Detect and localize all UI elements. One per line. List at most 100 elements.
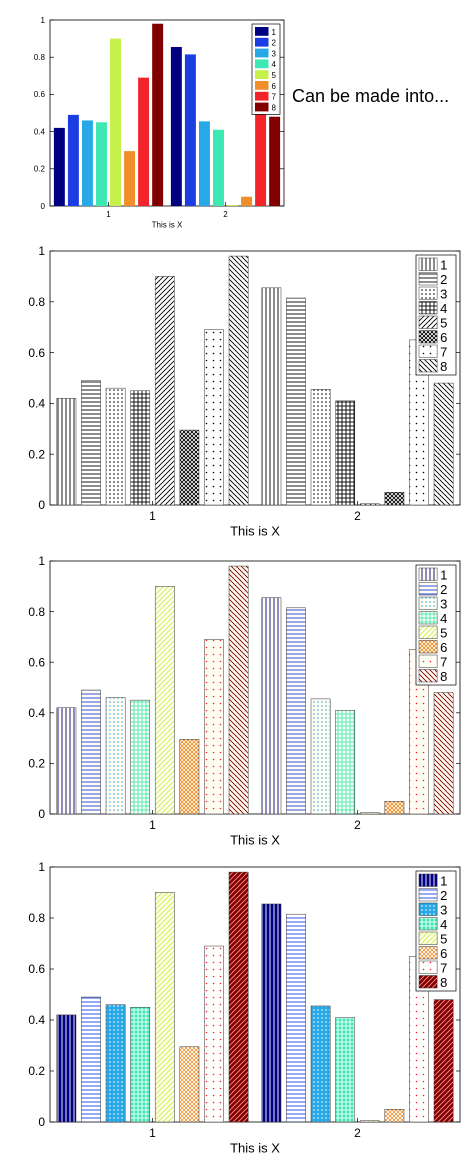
legend-label-6: 6 (440, 946, 447, 961)
legend-label-2: 2 (440, 272, 447, 287)
bar-series-6-cat-2 (384, 492, 405, 506)
legend-swatch-8 (418, 669, 438, 683)
legend-label-1: 1 (272, 28, 277, 37)
bar-series-1-cat-1 (56, 707, 77, 815)
x-tick-label: 2 (354, 509, 361, 523)
bar-series-1-cat-1 (56, 398, 77, 506)
legend-label-5: 5 (440, 316, 447, 331)
legend-swatch-3 (418, 902, 438, 916)
bar-series-8-cat-2 (269, 116, 281, 206)
bar-series-6-cat-2 (241, 196, 253, 206)
legend-swatch-7 (255, 91, 269, 101)
legend-label-8: 8 (440, 975, 447, 990)
bar-series-4-cat-2 (335, 1017, 356, 1123)
bar-series-5-cat-2 (359, 503, 380, 506)
bar-series-8-cat-1 (152, 23, 164, 206)
legend-label-3: 3 (440, 597, 447, 612)
plot-area-frame (49, 250, 461, 506)
legend-label-4: 4 (272, 60, 277, 69)
legend-swatch-8 (418, 359, 438, 373)
legend-label-6: 6 (440, 330, 447, 345)
y-tick-label: 0.2 (28, 447, 45, 461)
bar-series-2-cat-2 (286, 297, 306, 506)
legend-swatch-6 (418, 640, 438, 654)
bar-series-8-cat-1 (228, 871, 249, 1123)
bar-series-4-cat-1 (130, 699, 151, 815)
bar-series-6-cat-1 (179, 429, 200, 506)
y-tick-label: 1 (41, 16, 46, 25)
legend-label-7: 7 (272, 93, 277, 102)
y-tick-label: 0.6 (28, 346, 45, 360)
plot-area-frame (49, 866, 461, 1123)
legend-label-6: 6 (272, 82, 277, 91)
bar-series-5-cat-1 (154, 276, 175, 506)
legend-swatch-7 (418, 960, 438, 974)
legend-swatch-2 (255, 37, 269, 47)
bar-series-8-cat-2 (433, 692, 454, 815)
x-tick-label: 1 (149, 1126, 156, 1140)
legend-label-5: 5 (440, 932, 447, 947)
bar-series-4-cat-2 (335, 400, 356, 506)
y-tick-label: 0.4 (28, 706, 45, 720)
bar-series-4-cat-1 (96, 122, 107, 206)
legend-label-8: 8 (440, 359, 447, 374)
legend-label-3: 3 (272, 49, 277, 58)
legend-label-3: 3 (440, 903, 447, 918)
bar-series-5-cat-1 (110, 38, 121, 206)
x-axis-label: This is X (230, 1141, 280, 1156)
legend-label-4: 4 (440, 611, 447, 626)
bar-series-1-cat-2 (170, 46, 182, 206)
legend-swatch-4 (418, 301, 438, 315)
legend-swatch-1 (418, 567, 438, 581)
bar-series-3-cat-1 (105, 697, 126, 815)
y-tick-label: 0.8 (28, 295, 45, 309)
bar-series-7-cat-1 (204, 639, 224, 815)
bar-series-2-cat-1 (81, 689, 101, 815)
y-tick-label: 0.8 (28, 605, 45, 619)
legend-swatch-5 (418, 625, 438, 639)
bar-series-2-cat-2 (184, 54, 196, 206)
bar-series-3-cat-2 (198, 121, 210, 206)
legend-swatch-7 (418, 344, 438, 358)
legend-swatch-5 (418, 931, 438, 945)
y-tick-label: 0.6 (28, 655, 45, 669)
bar-series-3-cat-2 (310, 389, 331, 506)
x-tick-label: 2 (354, 818, 361, 832)
y-tick-label: 0.8 (28, 911, 45, 925)
bar-series-8-cat-2 (433, 382, 454, 506)
legend-swatch-6 (418, 330, 438, 344)
bar-series-1-cat-1 (56, 1014, 77, 1123)
y-tick-label: 0 (38, 1115, 45, 1129)
bar-series-4-cat-2 (213, 129, 224, 206)
legend-label-2: 2 (272, 39, 277, 48)
legend-swatch-3 (255, 48, 269, 58)
bar-series-5-cat-2 (227, 205, 238, 206)
legend-label-7: 7 (440, 345, 447, 360)
bar-series-2-cat-1 (67, 114, 79, 206)
bar-series-6-cat-1 (179, 739, 200, 815)
legend-swatch-8 (418, 975, 438, 989)
legend-label-7: 7 (440, 655, 447, 670)
legend-label-1: 1 (440, 568, 447, 583)
legend-swatch-7 (418, 654, 438, 668)
legend-swatch-4 (418, 917, 438, 931)
x-tick-label: 1 (149, 818, 156, 832)
bar-series-6-cat-2 (384, 801, 405, 815)
bar-series-5-cat-1 (154, 892, 175, 1123)
x-axis-label: This is X (230, 833, 280, 848)
legend-swatch-2 (418, 582, 438, 596)
legend-label-8: 8 (440, 669, 447, 684)
bar-series-3-cat-2 (310, 698, 331, 815)
y-tick-label: 0.4 (28, 1013, 45, 1027)
x-tick-label: 2 (223, 210, 228, 219)
legend-label-1: 1 (440, 258, 447, 273)
x-tick-label: 2 (354, 1126, 361, 1140)
bar-series-8-cat-1 (228, 565, 249, 815)
legend-label-1: 1 (440, 874, 447, 889)
